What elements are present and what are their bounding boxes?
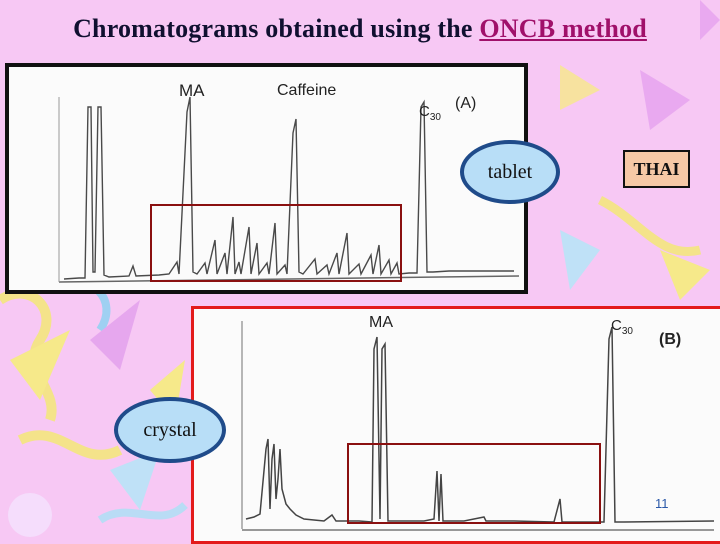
tablet-text: tablet: [487, 161, 533, 183]
title-highlight: ONCB method: [479, 14, 647, 43]
thai-tag: THAI: [623, 150, 690, 188]
page-number: 11: [655, 496, 669, 511]
c30-subscript: 30: [429, 112, 441, 123]
panel-a-label: (A): [455, 95, 477, 112]
c30-letter-b: C: [611, 317, 622, 334]
panel-b-label: (B): [659, 331, 682, 348]
highlight-box-a: [150, 204, 402, 282]
peak-label-c30: C30: [419, 103, 441, 123]
peak-label-ma-b: MA: [369, 314, 393, 331]
chromatogram-b-trace: [241, 321, 715, 531]
crystal-text: crystal: [143, 419, 197, 441]
highlight-box-b: [347, 443, 601, 524]
slide-title: Chromatograms obtained using the ONCB me…: [0, 14, 720, 44]
peak-label-ma: MA: [179, 81, 205, 100]
chromatogram-a: MA Caffeine C30 (A): [5, 63, 528, 294]
peak-label-c30-b: C30: [611, 317, 633, 337]
peak-label-caffeine: Caffeine: [277, 82, 337, 99]
c30-subscript-b: 30: [621, 326, 633, 337]
sample-label-tablet: tablet: [460, 140, 560, 204]
sample-label-crystal: crystal: [114, 397, 226, 463]
chromatogram-a-trace: [58, 96, 520, 283]
c30-letter: C: [419, 103, 430, 120]
chromatogram-b: MA C30 (B): [191, 306, 720, 544]
title-prefix: Chromatograms obtained using the: [73, 14, 480, 43]
